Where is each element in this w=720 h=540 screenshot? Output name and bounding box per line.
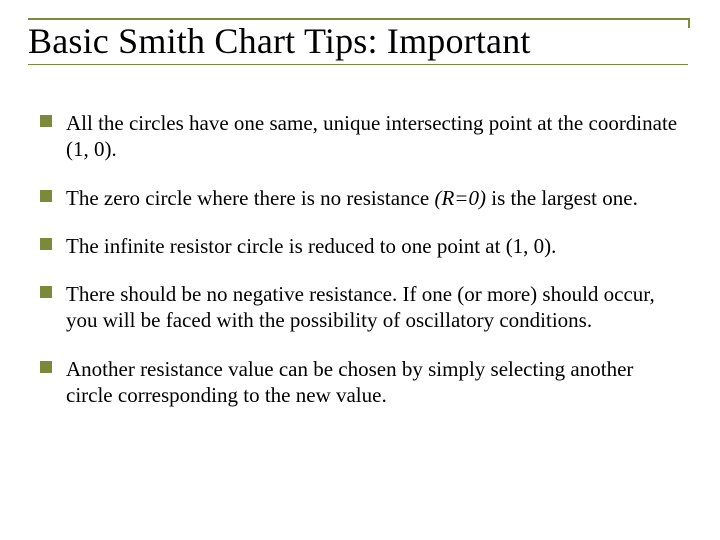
text-ital: (R=0): [434, 186, 486, 210]
list-item-text: All the circles have one same, unique in…: [66, 110, 684, 163]
text-pre: There should be no negative resistance. …: [66, 282, 655, 332]
list-item: All the circles have one same, unique in…: [40, 110, 684, 163]
title-block: Basic Smith Chart Tips: Important: [28, 16, 692, 68]
slide: Basic Smith Chart Tips: Important All th…: [0, 0, 720, 540]
list-item-text: The infinite resistor circle is reduced …: [66, 233, 684, 259]
text-pre: The zero circle where there is no resist…: [66, 186, 434, 210]
text-pre: The infinite resistor circle is reduced …: [66, 234, 556, 258]
list-item: There should be no negative resistance. …: [40, 281, 684, 334]
title-rule-bottom: [28, 64, 688, 65]
text-pre: All the circles have one same, unique in…: [66, 111, 677, 161]
square-bullet-icon: [40, 238, 52, 250]
text-post: is the largest one.: [486, 186, 638, 210]
title-rule-tick: [688, 18, 690, 28]
text-pre: Another resistance value can be chosen b…: [66, 357, 633, 407]
page-title: Basic Smith Chart Tips: Important: [28, 16, 692, 68]
square-bullet-icon: [40, 190, 52, 202]
square-bullet-icon: [40, 286, 52, 298]
list-item-text: The zero circle where there is no resist…: [66, 185, 684, 211]
square-bullet-icon: [40, 361, 52, 373]
bullet-list: All the circles have one same, unique in…: [28, 68, 692, 408]
square-bullet-icon: [40, 115, 52, 127]
title-rule-top: [28, 18, 688, 20]
list-item-text: There should be no negative resistance. …: [66, 281, 684, 334]
list-item: Another resistance value can be chosen b…: [40, 356, 684, 409]
list-item-text: Another resistance value can be chosen b…: [66, 356, 684, 409]
list-item: The zero circle where there is no resist…: [40, 185, 684, 211]
list-item: The infinite resistor circle is reduced …: [40, 233, 684, 259]
